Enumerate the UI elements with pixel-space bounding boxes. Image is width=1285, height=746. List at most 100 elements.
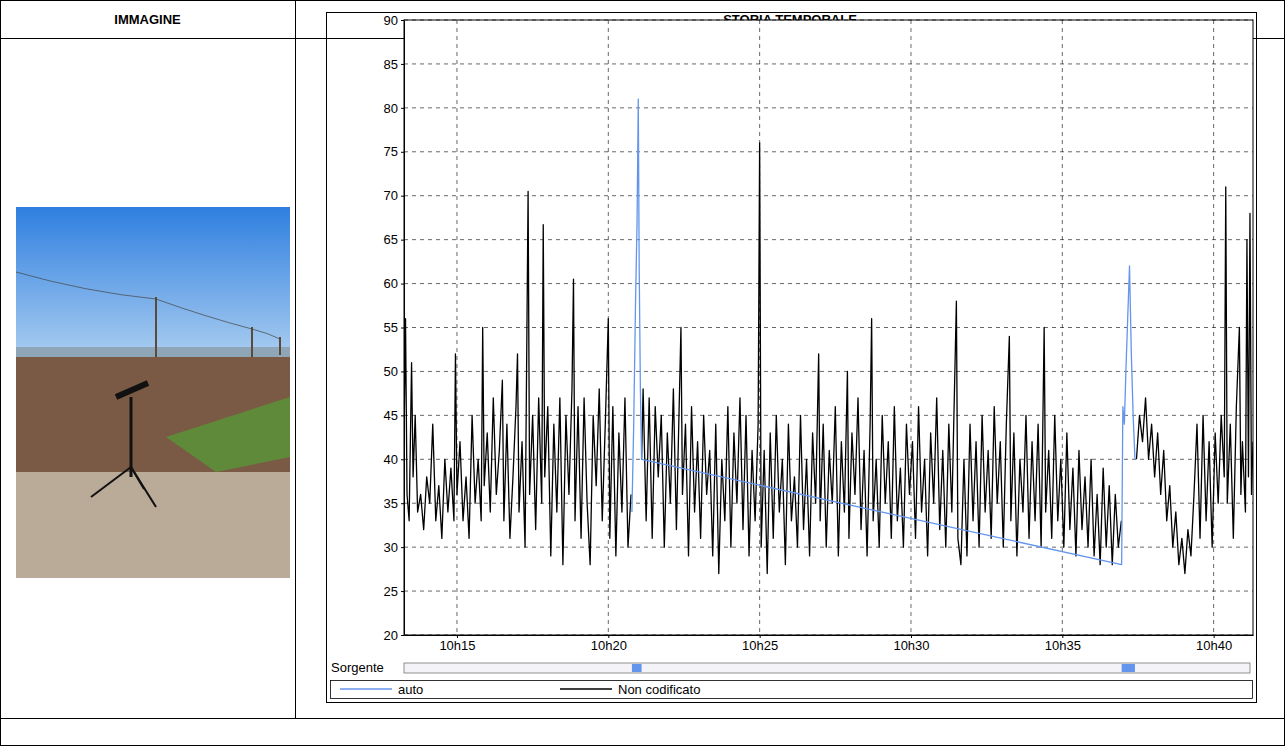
tick: 70 — [384, 188, 404, 203]
series-group — [404, 99, 1253, 573]
grid-line — [1062, 20, 1063, 635]
tick-mark — [401, 328, 404, 329]
axis-line — [405, 635, 1254, 636]
tick: 65 — [384, 232, 404, 247]
tick: 75 — [384, 144, 404, 159]
grid — [404, 20, 1253, 635]
tick-label: 75 — [384, 144, 398, 159]
photo-tripod — [131, 467, 144, 489]
column-header: IMMAGINE — [114, 12, 181, 27]
grid-line — [404, 107, 1253, 108]
grid-line — [456, 20, 457, 635]
photo — [16, 207, 290, 578]
photo-pole — [251, 327, 253, 357]
tick-mark — [401, 635, 404, 636]
photo-tripod — [91, 467, 131, 497]
table: IMMAGINESTORIA TEMPORALE — [0, 0, 1285, 746]
grid-line — [404, 415, 1253, 416]
grid-line — [404, 327, 1253, 328]
tick-label: 70 — [384, 188, 398, 203]
tick-mark — [401, 108, 404, 109]
plot-frame — [404, 20, 1253, 635]
photo-tripod — [130, 397, 133, 477]
tick-label: 10h35 — [1045, 638, 1081, 653]
grid-line — [404, 151, 1253, 152]
tick: 55 — [384, 320, 404, 335]
legend-label: Non codificato — [618, 682, 700, 697]
tick: 85 — [384, 57, 404, 72]
photo-pole — [155, 297, 157, 357]
page: IMMAGINESTORIA TEMPORALE20 25 30 35 40 45 50 55… — [0, 0, 1285, 746]
tick: 10h40 — [1196, 635, 1232, 653]
plot-area — [404, 20, 1253, 635]
axis-line — [404, 21, 405, 636]
photo-microphone — [116, 383, 148, 397]
tick-label: 45 — [384, 408, 398, 423]
table-rule — [0, 718, 1285, 719]
tick-mark — [401, 284, 404, 285]
source-strip: Sorgente — [331, 660, 1250, 675]
tick-label: 55 — [384, 320, 398, 335]
tick-mark — [401, 503, 404, 504]
tick-label: 50 — [384, 364, 398, 379]
tick-label: 60 — [384, 276, 398, 291]
series-line — [404, 143, 1253, 574]
legend-box — [331, 681, 1253, 699]
y-axis: 20 25 30 35 40 45 50 55 60 65 70 75 80 85 90 — [384, 13, 405, 643]
tick: 30 — [384, 540, 404, 555]
tick: 50 — [384, 364, 404, 379]
source-segment — [1122, 664, 1135, 672]
grid-line — [404, 503, 1253, 504]
photo-pole — [279, 337, 281, 355]
chart: 20253035404550556065707580859010h1510h20… — [327, 13, 1257, 703]
tick: 10h20 — [591, 635, 627, 653]
tick-label: 90 — [384, 13, 398, 28]
x-axis: 10h1510h2010h2510h3010h3510h40 — [405, 635, 1254, 653]
tick: 25 — [384, 584, 404, 599]
tick: 10h25 — [742, 635, 778, 653]
tick-mark — [401, 547, 404, 548]
photo-field — [16, 357, 290, 578]
source-bar — [404, 663, 1250, 673]
grid-line — [404, 239, 1253, 240]
tick-label: 85 — [384, 57, 398, 72]
tick-mark — [401, 371, 404, 372]
tick: 80 — [384, 101, 404, 116]
tick-label: 25 — [384, 584, 398, 599]
grid-line — [1213, 20, 1214, 635]
tick: 60 — [384, 276, 404, 291]
tick: 45 — [384, 408, 404, 423]
legend: auto Non codificato — [331, 681, 1253, 699]
tick: 10h30 — [893, 635, 929, 653]
photo-wire — [16, 272, 280, 339]
series-line — [632, 99, 1135, 565]
tick-label: 40 — [384, 452, 398, 467]
grid-line — [404, 591, 1253, 592]
grid-line — [404, 195, 1253, 196]
tick-mark — [401, 240, 404, 241]
grid-line — [404, 63, 1253, 64]
legend-item: auto — [340, 682, 423, 697]
tick-mark — [401, 152, 404, 153]
legend-label: auto — [398, 682, 423, 697]
legend-item: Non codificato — [560, 682, 700, 697]
legend-swatch — [560, 688, 612, 689]
tick: 10h35 — [1045, 635, 1081, 653]
tick-mark — [401, 64, 404, 65]
tick-label: 20 — [384, 628, 398, 643]
tick: 35 — [384, 496, 404, 511]
grid-line — [910, 20, 911, 635]
grid-line — [404, 547, 1253, 548]
table-rule — [295, 0, 296, 718]
table-border — [1, 1, 1285, 746]
tick-mark — [401, 196, 404, 197]
source-label: Sorgente — [331, 660, 384, 675]
tick-mark — [401, 415, 404, 416]
tick-label: 10h25 — [742, 638, 778, 653]
tick: 40 — [384, 452, 404, 467]
tick-mark — [401, 591, 404, 592]
tick-label: 65 — [384, 232, 398, 247]
source-segment — [632, 664, 642, 672]
legend-swatch — [340, 688, 392, 689]
photo-path — [16, 472, 290, 578]
